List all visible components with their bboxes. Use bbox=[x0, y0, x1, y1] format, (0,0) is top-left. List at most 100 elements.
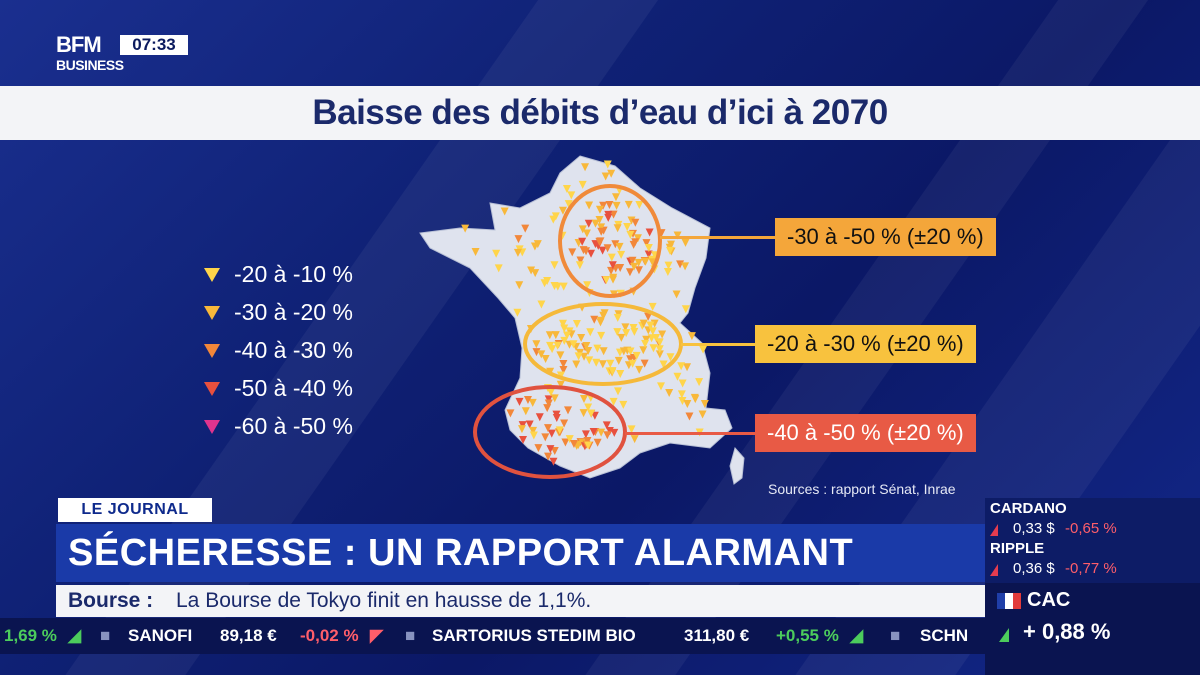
flow-marker bbox=[630, 435, 639, 444]
flow-marker bbox=[611, 240, 620, 249]
logo-business: BUSINESS bbox=[56, 57, 124, 73]
flow-marker bbox=[585, 201, 594, 210]
flow-marker bbox=[596, 316, 605, 325]
flow-marker bbox=[607, 266, 616, 275]
flow-marker bbox=[537, 350, 546, 359]
callout-connector bbox=[625, 432, 755, 435]
flow-marker bbox=[601, 172, 610, 181]
flow-marker bbox=[506, 409, 515, 418]
legend-label: -40 à -30 % bbox=[234, 337, 353, 363]
headline-bar: SÉCHERESSE : UN RAPPORT ALARMANT bbox=[56, 524, 986, 582]
flow-marker bbox=[627, 425, 636, 434]
up-arrow-icon: ◢ bbox=[68, 626, 82, 645]
up-arrow-icon: ◢ bbox=[850, 626, 864, 645]
region-north-highlight bbox=[558, 184, 662, 298]
title-banner: Baisse des débits d’eau d’ici à 2070 bbox=[0, 86, 1200, 140]
flow-marker bbox=[639, 319, 648, 328]
flow-marker bbox=[602, 276, 611, 285]
flow-marker bbox=[574, 352, 583, 361]
flow-marker bbox=[544, 399, 553, 408]
flow-marker bbox=[597, 331, 606, 340]
flow-marker bbox=[619, 400, 628, 409]
flow-marker bbox=[500, 207, 509, 216]
legend-triangle-icon bbox=[204, 268, 220, 282]
flow-marker bbox=[619, 347, 628, 356]
legend-label: -60 à -50 % bbox=[234, 413, 353, 439]
france-outline bbox=[419, 155, 733, 479]
flow-marker bbox=[559, 360, 568, 369]
flow-marker bbox=[622, 329, 631, 338]
ticker-symbol: SARTORIUS STEDIM BIO bbox=[432, 626, 636, 645]
flow-marker bbox=[608, 261, 617, 270]
index-box: CAC + 0,88 % bbox=[985, 583, 1200, 675]
flow-marker bbox=[655, 350, 664, 359]
flow-marker bbox=[659, 360, 668, 369]
flow-marker bbox=[540, 279, 549, 288]
flow-marker bbox=[630, 262, 639, 271]
crypto-change: -0,77 % bbox=[1065, 560, 1117, 577]
clock: 07:33 bbox=[120, 35, 188, 55]
index-change: + 0,88 % bbox=[1023, 619, 1111, 644]
flow-marker bbox=[607, 169, 616, 178]
flow-marker bbox=[666, 246, 675, 255]
flow-marker bbox=[623, 222, 632, 231]
flow-marker bbox=[556, 371, 565, 380]
stock-ticker: 1,69 % ◢ ■ SANOFI 89,18 € -0,02 % ◤ ■ SA… bbox=[0, 618, 985, 654]
flow-marker bbox=[626, 230, 635, 239]
flow-marker bbox=[615, 242, 624, 251]
flow-marker bbox=[672, 290, 681, 299]
flow-marker bbox=[550, 394, 559, 403]
separator-icon: ■ bbox=[890, 626, 901, 645]
legend-item: -20 à -10 % bbox=[204, 258, 394, 296]
flow-marker bbox=[626, 347, 635, 356]
flow-marker bbox=[537, 300, 546, 309]
flow-marker bbox=[558, 319, 567, 328]
flow-marker bbox=[555, 426, 564, 435]
flow-marker bbox=[616, 369, 625, 378]
ticker-change: +0,55 % bbox=[776, 626, 839, 645]
flow-marker bbox=[591, 219, 600, 228]
flow-marker bbox=[541, 433, 550, 442]
flow-marker bbox=[552, 414, 561, 423]
flow-marker bbox=[677, 362, 686, 371]
flow-marker bbox=[681, 238, 690, 247]
channel-logo: BFM 07:33 BUSINESS bbox=[56, 33, 188, 75]
flow-marker bbox=[471, 248, 480, 257]
flow-marker bbox=[587, 249, 596, 258]
flow-marker bbox=[617, 250, 626, 259]
ticker-symbol: SCHN bbox=[920, 626, 969, 645]
flow-marker bbox=[673, 372, 682, 381]
flow-marker bbox=[549, 457, 558, 466]
flow-marker bbox=[553, 341, 562, 350]
flow-marker bbox=[628, 256, 637, 265]
flow-marker bbox=[677, 390, 686, 399]
down-arrow-icon bbox=[990, 524, 998, 536]
flow-marker bbox=[521, 224, 530, 233]
flow-marker bbox=[560, 336, 569, 345]
separator-icon: ■ bbox=[405, 626, 416, 645]
flow-marker bbox=[617, 333, 626, 342]
flow-marker bbox=[624, 200, 633, 209]
flow-marker bbox=[634, 258, 643, 267]
flow-marker bbox=[700, 399, 709, 408]
flow-marker bbox=[543, 424, 552, 433]
flow-marker bbox=[597, 223, 606, 232]
flow-marker bbox=[599, 201, 608, 210]
flow-marker bbox=[628, 359, 637, 368]
flow-marker bbox=[551, 212, 560, 221]
france-map bbox=[419, 155, 745, 485]
flow-marker bbox=[584, 441, 593, 450]
flow-marker bbox=[529, 431, 538, 440]
flow-marker bbox=[545, 331, 554, 340]
flow-marker bbox=[546, 445, 555, 454]
flow-marker bbox=[593, 344, 602, 353]
flow-marker bbox=[581, 163, 590, 172]
flow-marker bbox=[665, 389, 674, 398]
flow-marker bbox=[642, 335, 651, 344]
flow-marker bbox=[550, 447, 559, 456]
crypto-name: CARDANO bbox=[990, 500, 1067, 517]
flow-marker bbox=[581, 430, 590, 439]
flow-marker bbox=[655, 338, 664, 347]
corsica-island bbox=[729, 446, 745, 485]
